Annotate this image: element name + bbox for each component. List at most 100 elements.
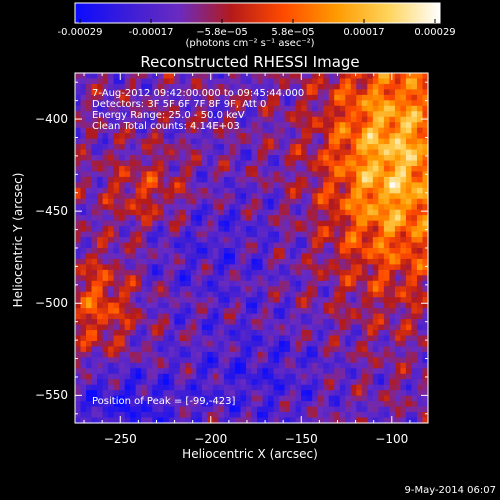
- heatmap-cell: [372, 89, 379, 96]
- heatmap-cell: [86, 269, 93, 276]
- heatmap-cell: [157, 351, 164, 358]
- heatmap-cell: [389, 193, 396, 200]
- heatmap-cell: [394, 176, 402, 183]
- heatmap-cell: [201, 395, 208, 402]
- heatmap-cell: [119, 237, 126, 244]
- heatmap-cell: [141, 165, 148, 173]
- heatmap-cell: [268, 226, 275, 233]
- heatmap-cell: [251, 155, 258, 162]
- heatmap-cell: [339, 357, 346, 364]
- heatmap-cell: [383, 280, 390, 287]
- heatmap-cell: [411, 237, 418, 244]
- heatmap-cell: [378, 122, 385, 129]
- heatmap-cell: [196, 73, 203, 80]
- heatmap-cell: [290, 379, 297, 386]
- heatmap-cell: [306, 412, 313, 419]
- heatmap-cell: [356, 297, 363, 304]
- heatmap-cell: [179, 330, 186, 337]
- heatmap-cell: [251, 264, 258, 271]
- heatmap-cell: [400, 182, 407, 189]
- heatmap-cell: [135, 324, 142, 331]
- heatmap-cell: [108, 308, 115, 315]
- heatmap-cell: [279, 308, 286, 315]
- heatmap-cell: [306, 237, 313, 244]
- heatmap-cell: [146, 83, 153, 91]
- heatmap-cell: [284, 319, 291, 326]
- heatmap-cell: [130, 280, 137, 287]
- heatmap-cell: [86, 127, 93, 134]
- heatmap-cell: [135, 122, 142, 129]
- heatmap-cell: [416, 204, 424, 211]
- heatmap-cell: [383, 171, 390, 178]
- heatmap-cell: [372, 182, 379, 189]
- heatmap-cell: [152, 275, 159, 282]
- heatmap-cell: [367, 176, 374, 183]
- heatmap-cell: [312, 412, 319, 419]
- heatmap-cell: [317, 226, 324, 233]
- heatmap-cell: [223, 395, 231, 402]
- heatmap-cell: [190, 209, 197, 216]
- heatmap-cell: [124, 253, 131, 260]
- heatmap-cell: [295, 78, 302, 85]
- heatmap-cell: [75, 73, 82, 80]
- heatmap-cell: [152, 291, 159, 298]
- heatmap-cell: [317, 89, 324, 96]
- x-tick-label: −250: [103, 432, 137, 446]
- heatmap-cell: [400, 346, 407, 353]
- heatmap-cell: [75, 390, 82, 397]
- heatmap-cell: [212, 308, 220, 315]
- heatmap-cell: [323, 133, 330, 140]
- heatmap-cell: [279, 291, 286, 298]
- heatmap-cell: [262, 379, 269, 386]
- heatmap-cell: [113, 160, 120, 167]
- heatmap-cell: [163, 313, 170, 320]
- heatmap-cell: [350, 351, 357, 358]
- heatmap-cell: [152, 105, 159, 112]
- heatmap-cell: [411, 395, 418, 402]
- heatmap-cell: [196, 258, 203, 266]
- heatmap-cell: [152, 280, 159, 287]
- heatmap-cell: [201, 116, 208, 123]
- heatmap-cell: [394, 368, 402, 375]
- heatmap-cell: [361, 160, 368, 167]
- heatmap-cell: [273, 395, 280, 402]
- heatmap-cell: [356, 390, 363, 397]
- heatmap-cell: [75, 231, 82, 238]
- heatmap-cell: [113, 286, 120, 293]
- heatmap-cell: [119, 226, 126, 233]
- heatmap-cell: [389, 198, 396, 205]
- heatmap-cell: [130, 83, 137, 91]
- heatmap-cell: [97, 133, 104, 140]
- heatmap-cell: [75, 100, 82, 107]
- heatmap-cell: [207, 155, 214, 162]
- heatmap-cell: [295, 379, 302, 386]
- heatmap-cell: [240, 116, 247, 123]
- heatmap-cell: [334, 351, 341, 358]
- colorbar-bar: [74, 2, 441, 24]
- heatmap-cell: [229, 412, 236, 419]
- heatmap-cell: [218, 73, 225, 80]
- heatmap-cell: [334, 220, 341, 227]
- heatmap-cell: [262, 297, 269, 304]
- heatmap-cell: [328, 193, 335, 200]
- heatmap-cell: [328, 362, 335, 369]
- heatmap-cell: [378, 417, 385, 424]
- heatmap-cell: [290, 209, 297, 216]
- heatmap-cell: [323, 149, 330, 156]
- heatmap-cell: [394, 198, 402, 205]
- heatmap-cell: [234, 379, 242, 386]
- heatmap-cell: [75, 138, 82, 145]
- heatmap-cell: [86, 209, 93, 216]
- heatmap-cell: [389, 231, 396, 238]
- heatmap-cell: [163, 373, 170, 380]
- heatmap-cell: [174, 335, 181, 342]
- heatmap-cell: [268, 390, 275, 397]
- heatmap-cell: [168, 412, 175, 419]
- heatmap-cell: [168, 111, 175, 118]
- heatmap-cell: [350, 122, 357, 129]
- heatmap-cell: [212, 127, 220, 134]
- heatmap-cell: [75, 215, 82, 222]
- heatmap-cell: [411, 73, 418, 80]
- heatmap-cell: [223, 412, 231, 419]
- heatmap-cell: [405, 280, 413, 287]
